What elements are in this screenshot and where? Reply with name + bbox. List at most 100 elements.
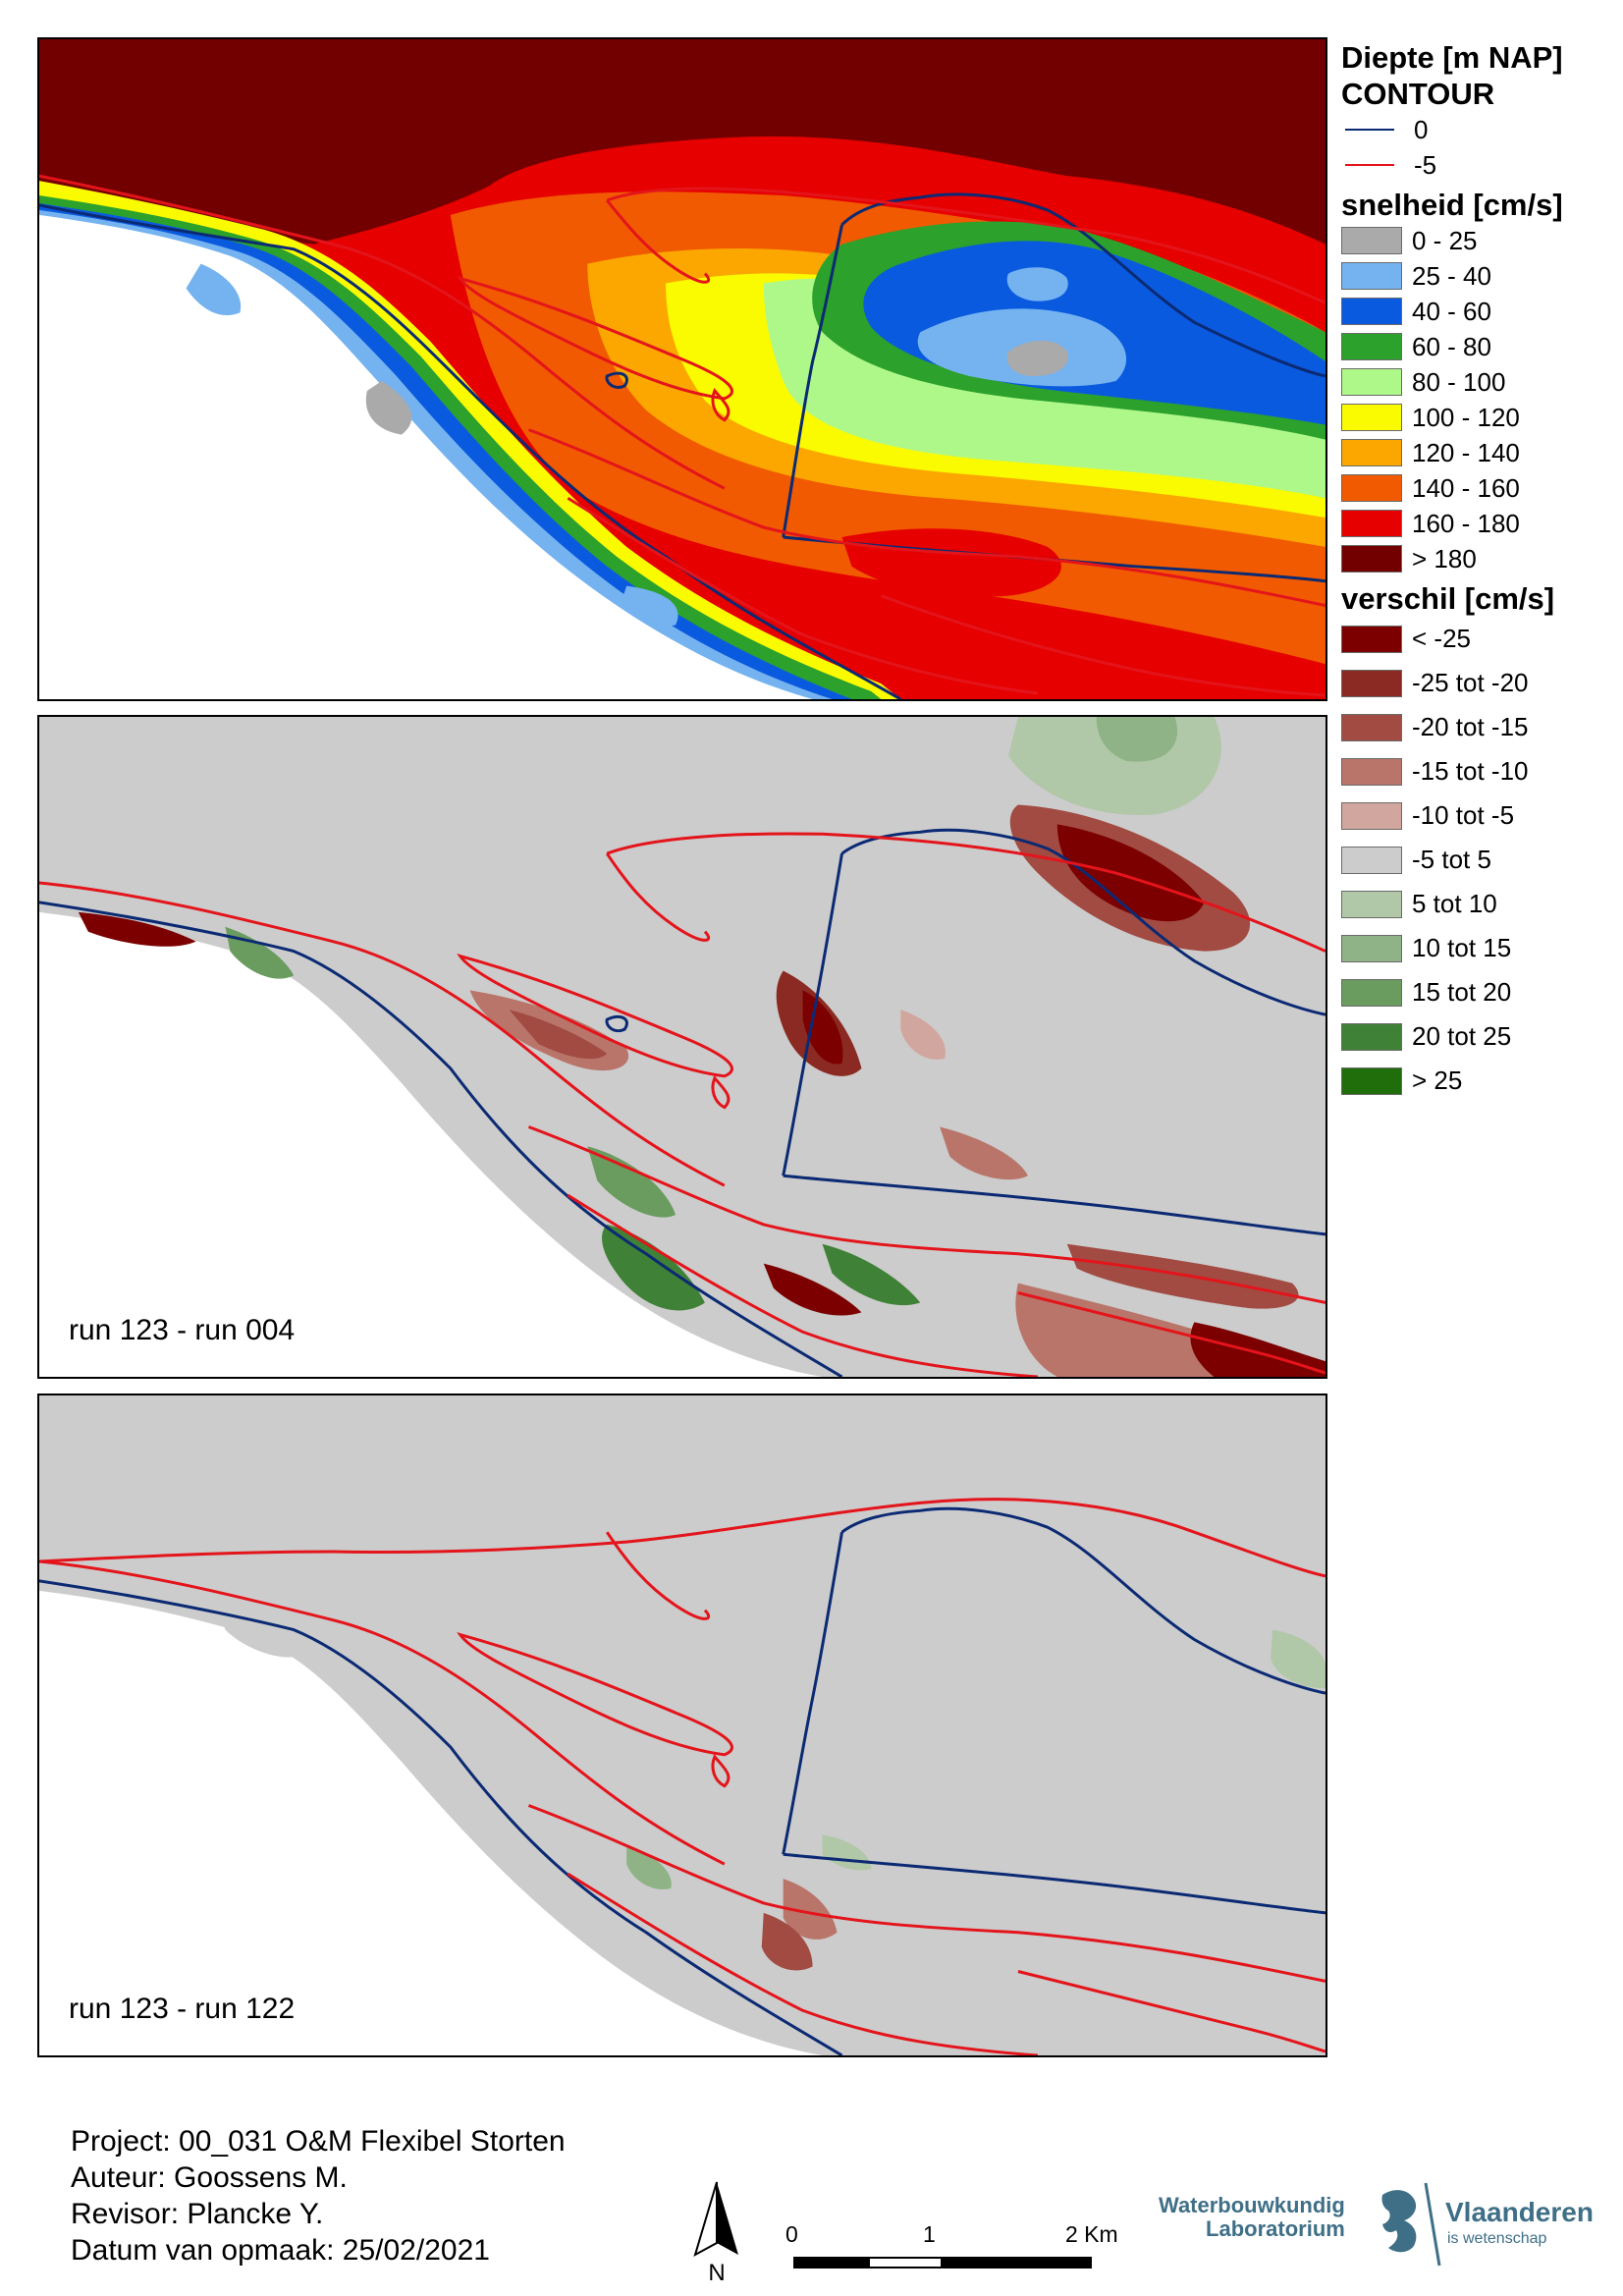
legend-item-label: 0 - 25: [1412, 225, 1478, 255]
difference-map-122: [39, 1395, 1325, 2055]
color-swatch: [1341, 439, 1402, 466]
legend-class-item: 5 tot 10: [1341, 882, 1616, 926]
color-swatch: [1341, 510, 1402, 537]
legend-item-label: -25 tot -20: [1412, 668, 1529, 697]
legend-item-label: > 180: [1412, 543, 1477, 574]
color-swatch: [1341, 846, 1402, 874]
legend-item-label: 40 - 60: [1412, 296, 1491, 326]
difference-map-004: [39, 717, 1325, 1377]
vl-logo-sub: is wetenschap: [1447, 2230, 1547, 2247]
color-swatch: [1341, 1022, 1402, 1051]
project-text: Project: 00_031 O&M Flexibel Storten: [71, 2125, 566, 2158]
legend-class-item: > 180: [1341, 541, 1616, 576]
color-swatch: [1341, 262, 1402, 290]
legend-item-label: < -25: [1412, 624, 1471, 653]
waterbouwkundig-logo: Waterbouwkundig Laboratorium: [1159, 2194, 1345, 2241]
scale-tick-0: 0: [785, 2221, 798, 2247]
legend-item-label: -10 tot -5: [1412, 800, 1515, 830]
legend-item-label: 100 - 120: [1412, 402, 1520, 432]
legend-item-label: -5: [1414, 149, 1437, 180]
legend-speed-title: snelheid [cm/s]: [1341, 188, 1563, 222]
legend-item-label: 60 - 80: [1412, 331, 1491, 361]
panel-label-run-122: run 123 - run 122: [69, 1993, 296, 2025]
north-arrow-icon: N: [693, 2181, 738, 2286]
north-label: N: [708, 2260, 725, 2286]
date-text: Datum van opmaak: 25/02/2021: [71, 2234, 490, 2267]
legend-class-item: 25 - 40: [1341, 258, 1616, 294]
color-swatch: [1341, 227, 1402, 254]
legend-item-label: 15 tot 20: [1412, 977, 1512, 1007]
legend-contour-item: -5: [1341, 147, 1616, 183]
legend-class-item: 160 - 180: [1341, 506, 1616, 541]
legend-item-label: > 25: [1412, 1066, 1463, 1095]
legend-diff-title: verschil [cm/s]: [1341, 581, 1555, 616]
difference-map-panel-004: run 123 - run 004: [37, 715, 1327, 1379]
legend-item-label: 20 tot 25: [1412, 1021, 1512, 1051]
legend-item-label: 5 tot 10: [1412, 889, 1497, 918]
color-swatch: [1341, 669, 1402, 697]
legend-item-label: -5 tot 5: [1412, 845, 1491, 874]
color-swatch: [1341, 333, 1402, 360]
scale-segment: [868, 2257, 943, 2269]
legend-item-label: 10 tot 15: [1412, 933, 1512, 962]
scale-tick-2: 2 Km: [1065, 2221, 1118, 2247]
color-swatch: [1341, 1066, 1402, 1095]
contour-line-swatch: [1345, 164, 1394, 166]
color-swatch: [1341, 757, 1402, 786]
legend-contour-item: 0: [1341, 112, 1616, 147]
color-swatch: [1341, 298, 1402, 325]
legend-depth-title: Diepte [m NAP]: [1341, 40, 1563, 75]
legend-class-item: 0 - 25: [1341, 223, 1616, 258]
scale-segment: [793, 2257, 868, 2269]
legend-class-item: 60 - 80: [1341, 329, 1616, 364]
legend-contour-title: CONTOUR: [1341, 77, 1495, 111]
legend-class-item: > 25: [1341, 1059, 1616, 1103]
legend-item-label: 80 - 100: [1412, 366, 1506, 397]
lion-icon: [1381, 2182, 1441, 2267]
color-swatch: [1341, 368, 1402, 396]
north-arrow: N: [687, 2178, 746, 2286]
legend-class-item: 120 - 140: [1341, 435, 1616, 470]
legend-class-item: -20 tot -15: [1341, 705, 1616, 749]
vlaanderen-logo: Vlaanderen is wetenschap: [1375, 2175, 1610, 2273]
color-swatch: [1341, 978, 1402, 1007]
color-swatch: [1341, 801, 1402, 830]
speed-class-list: 0 - 25 25 - 40 40 - 60 60 - 80 80 - 100 100 -…: [1341, 223, 1616, 576]
color-swatch: [1341, 474, 1402, 502]
color-swatch: [1341, 404, 1402, 431]
legend-item-label: 0: [1414, 114, 1429, 144]
legend-class-item: < -25: [1341, 617, 1616, 661]
legend-item-label: 25 - 40: [1412, 260, 1491, 291]
color-swatch: [1341, 890, 1402, 918]
color-swatch: [1341, 713, 1402, 741]
legend-class-item: 80 - 100: [1341, 364, 1616, 400]
scale-bar: 0 1 2 Km: [785, 2221, 1149, 2280]
wl-logo-line1: Waterbouwkundig: [1159, 2193, 1345, 2217]
revisor-text: Revisor: Plancke Y.: [71, 2198, 324, 2230]
color-swatch: [1341, 545, 1402, 573]
legend-item-label: -20 tot -15: [1412, 712, 1529, 741]
color-swatch: [1341, 625, 1402, 653]
legend-class-item: -10 tot -5: [1341, 793, 1616, 838]
contour-line-swatch: [1345, 129, 1394, 131]
wl-logo-line2: Laboratorium: [1206, 2216, 1345, 2241]
legend-class-item: 140 - 160: [1341, 470, 1616, 506]
legend-class-item: -5 tot 5: [1341, 838, 1616, 882]
legend-item-label: -15 tot -10: [1412, 756, 1529, 786]
scale-tick-1: 1: [923, 2221, 936, 2247]
velocity-map: [39, 39, 1325, 699]
panel-label-run-004: run 123 - run 004: [69, 1314, 296, 1346]
legend-class-item: 10 tot 15: [1341, 926, 1616, 970]
velocity-map-panel: [37, 37, 1327, 701]
difference-map-panel-122: run 123 - run 122: [37, 1394, 1327, 2057]
legend-item-label: 120 - 140: [1412, 437, 1520, 467]
color-swatch: [1341, 934, 1402, 962]
legend-item-label: 160 - 180: [1412, 508, 1520, 538]
legend-class-item: -15 tot -10: [1341, 749, 1616, 793]
legend-class-item: -25 tot -20: [1341, 661, 1616, 705]
vl-logo-name: Vlaanderen: [1445, 2197, 1594, 2227]
diff-class-list: < -25 -25 tot -20 -20 tot -15 -15 tot -10 -1…: [1341, 617, 1616, 1103]
map-footer: Project: 00_031 O&M Flexibel Storten Aut…: [71, 2123, 566, 2269]
legend-class-item: 100 - 120: [1341, 400, 1616, 435]
scale-segment: [943, 2257, 1092, 2269]
